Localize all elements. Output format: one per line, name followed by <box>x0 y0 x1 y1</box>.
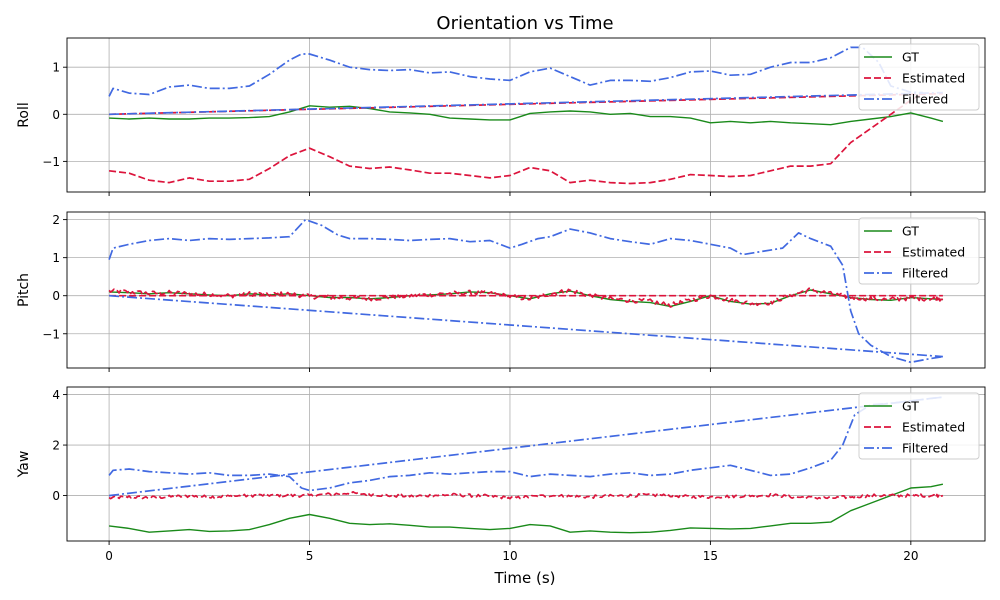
y-tick-label: 2 <box>52 439 60 453</box>
subplot-pitch: −1 0 1 2 Pitch GT Estimated Filtered <box>16 211 986 372</box>
x-tick-label: 0 <box>105 549 113 563</box>
legend-label-gt: GT <box>902 399 919 414</box>
series-line-gt <box>109 105 944 126</box>
y-axis-label: Yaw <box>16 451 32 479</box>
subplots: −1 0 1 Roll GT Estimated Filtered −1 0 1 2 Pitch GT E… <box>16 37 986 563</box>
legend: GT Estimated Filtered <box>858 217 980 285</box>
series-line-gt <box>109 483 944 534</box>
subplot-yaw: 0 2 4 0 5 10 15 20 Yaw GT Estimated Filtered <box>16 386 986 563</box>
series-line-estimated <box>108 490 944 501</box>
legend-label-filtered: Filtered <box>902 266 948 281</box>
legend: GT Estimated Filtered <box>858 43 980 111</box>
y-tick-label: 0 <box>52 489 60 503</box>
series-group <box>108 396 944 534</box>
legend-box <box>858 43 980 111</box>
legend-label-estimated: Estimated <box>902 245 965 260</box>
legend-label-filtered: Filtered <box>902 441 948 456</box>
y-tick-label: 2 <box>52 213 60 227</box>
series-line-estimated <box>108 92 924 185</box>
y-tick-label: 0 <box>52 108 60 122</box>
series-line-filtered <box>109 396 943 497</box>
legend-label-estimated: Estimated <box>902 420 965 435</box>
x-tick-label: 10 <box>502 549 517 563</box>
legend-label-estimated: Estimated <box>902 71 965 86</box>
series-line-filtered <box>108 218 944 364</box>
y-tick-label: −1 <box>42 327 60 341</box>
axes-frame <box>66 386 986 542</box>
x-tick-label: 20 <box>903 549 918 563</box>
axes-frame <box>66 37 986 193</box>
x-tick-label: 15 <box>703 549 718 563</box>
legend-label-filtered: Filtered <box>902 92 948 107</box>
legend-label-gt: GT <box>902 50 919 65</box>
y-tick-label: 0 <box>52 289 60 303</box>
chart-title: Orientation vs Time <box>436 13 613 34</box>
y-tick-label: 1 <box>52 61 60 75</box>
axes-frame <box>66 211 986 369</box>
legend-box <box>858 217 980 285</box>
series-group <box>108 218 944 364</box>
series-line-filtered <box>108 396 943 492</box>
y-tick-label: 1 <box>52 251 60 265</box>
x-tick-label: 5 <box>306 549 314 563</box>
series-line-filtered <box>109 91 943 116</box>
y-axis-label: Pitch <box>16 273 32 307</box>
legend: GT Estimated Filtered <box>858 392 980 460</box>
series-line-estimated <box>108 287 944 308</box>
x-axis-label: Time (s) <box>494 569 556 587</box>
y-axis-label: Roll <box>16 102 32 127</box>
y-tick-label: 4 <box>52 388 60 402</box>
legend-box <box>858 392 980 460</box>
legend-label-gt: GT <box>902 224 919 239</box>
series-group <box>108 46 944 185</box>
series-line-estimated <box>109 92 943 116</box>
y-tick-label: −1 <box>42 155 60 169</box>
series-line-filtered <box>108 46 923 97</box>
series-line-filtered <box>109 294 943 358</box>
subplot-roll: −1 0 1 Roll GT Estimated Filtered <box>16 37 986 196</box>
